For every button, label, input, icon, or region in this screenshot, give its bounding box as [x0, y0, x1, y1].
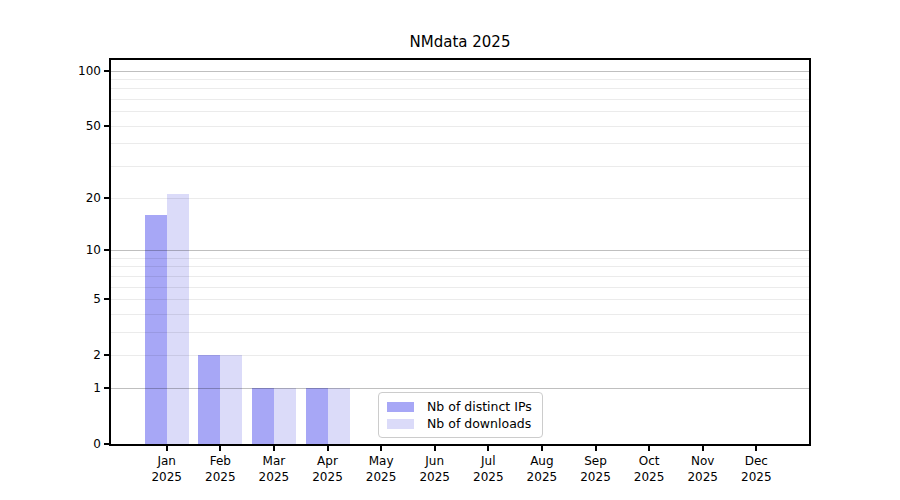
y-tick — [104, 249, 109, 251]
legend-item-distinct-ips: Nb of distinct IPs — [387, 398, 532, 415]
x-tick — [648, 446, 650, 451]
y-tick-label: 10 — [86, 243, 101, 257]
gridline-major — [111, 388, 809, 389]
gridline-minor — [111, 88, 809, 89]
figure: NMdata 2025 0125102050100Jan2025Feb2025M… — [0, 0, 900, 500]
gridline-minor — [111, 314, 809, 315]
gridline-minor — [111, 111, 809, 112]
x-tick — [541, 446, 543, 451]
y-tick — [104, 443, 109, 445]
gridline-major — [111, 250, 809, 251]
gridline-major — [111, 71, 809, 72]
bar-downloads-feb — [220, 355, 242, 444]
x-tick — [380, 446, 382, 451]
legend-item-downloads: Nb of downloads — [387, 415, 532, 432]
bar-downloads-mar — [274, 388, 296, 444]
x-tick-label-jun: Jun2025 — [419, 453, 450, 485]
x-tick-label-apr: Apr2025 — [312, 453, 343, 485]
y-tick-label: 5 — [93, 292, 101, 306]
x-tick — [327, 446, 329, 451]
y-tick-label: 50 — [86, 119, 101, 133]
gridline-minor — [111, 99, 809, 100]
x-tick-label-feb: Feb2025 — [205, 453, 236, 485]
bar-downloads-apr — [328, 388, 350, 444]
y-tick-label: 20 — [86, 191, 101, 205]
x-tick-label-sep: Sep2025 — [580, 453, 611, 485]
x-tick-label-may: May2025 — [366, 453, 397, 485]
gridline-minor — [111, 266, 809, 267]
gridline-minor — [111, 79, 809, 80]
x-tick — [702, 446, 704, 451]
gridline-minor — [111, 287, 809, 288]
plot-area: 0125102050100Jan2025Feb2025Mar2025Apr202… — [109, 58, 811, 446]
x-tick-label-dec: Dec2025 — [741, 453, 772, 485]
gridline-minor — [111, 166, 809, 167]
gridline-minor — [111, 299, 809, 300]
x-tick-label-nov: Nov2025 — [687, 453, 718, 485]
legend-label-downloads: Nb of downloads — [427, 416, 531, 431]
gridline-minor — [111, 126, 809, 127]
legend: Nb of distinct IPs Nb of downloads — [378, 392, 543, 438]
bar-downloads-jan — [167, 194, 189, 444]
x-tick — [166, 446, 168, 451]
y-tick — [104, 70, 109, 72]
bar-distinct-ips-feb — [198, 355, 220, 444]
gridline-minor — [111, 355, 809, 356]
x-tick-label-oct: Oct2025 — [634, 453, 665, 485]
plot-canvas: 0125102050100Jan2025Feb2025Mar2025Apr202… — [111, 60, 809, 444]
y-tick — [104, 125, 109, 127]
x-tick-label-jul: Jul2025 — [473, 453, 504, 485]
legend-label-distinct-ips: Nb of distinct IPs — [427, 399, 532, 414]
x-tick-label-mar: Mar2025 — [259, 453, 290, 485]
x-tick — [273, 446, 275, 451]
legend-swatch-downloads — [387, 419, 414, 429]
x-tick — [434, 446, 436, 451]
y-tick-label: 2 — [93, 348, 101, 362]
chart-title: NMdata 2025 — [110, 33, 810, 51]
y-tick — [104, 298, 109, 300]
bar-distinct-ips-mar — [252, 388, 274, 444]
gridline-minor — [111, 198, 809, 199]
y-tick — [104, 387, 109, 389]
gridline-minor — [111, 143, 809, 144]
gridline-minor — [111, 332, 809, 333]
y-tick-label: 0 — [93, 437, 101, 451]
gridline-minor — [111, 258, 809, 259]
x-tick — [755, 446, 757, 451]
x-tick-label-aug: Aug2025 — [527, 453, 558, 485]
y-tick — [104, 197, 109, 199]
y-tick-label: 100 — [78, 64, 101, 78]
gridline-minor — [111, 276, 809, 277]
bar-distinct-ips-apr — [306, 388, 328, 444]
y-tick-label: 1 — [93, 381, 101, 395]
x-tick — [487, 446, 489, 451]
legend-swatch-distinct-ips — [387, 402, 414, 412]
x-tick — [595, 446, 597, 451]
x-tick — [219, 446, 221, 451]
x-tick-label-jan: Jan2025 — [151, 453, 182, 485]
y-tick — [104, 354, 109, 356]
